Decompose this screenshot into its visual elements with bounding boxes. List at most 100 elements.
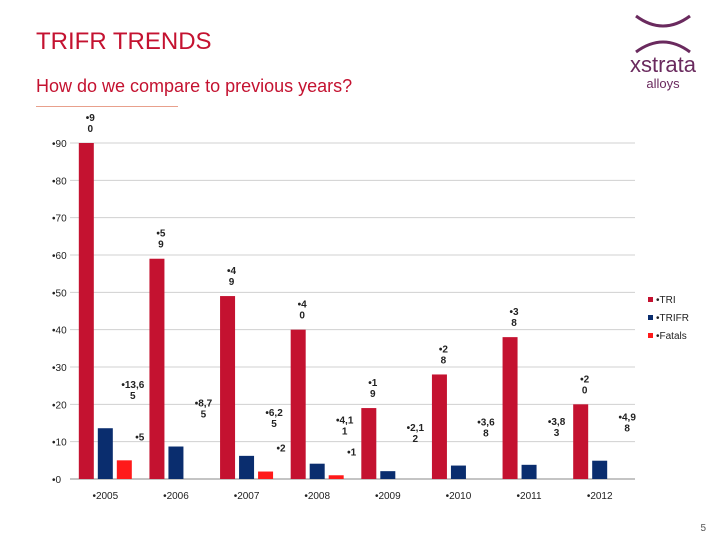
y-tick-label: •20 [52,400,67,411]
bar-trifr-2010 [450,465,466,479]
legend-label-trifr: •TRIFR [656,313,689,324]
data-label-line: •2 [439,344,449,355]
x-tick-label: •2007 [234,491,260,502]
data-label-tri-2006: •5 9 [156,229,166,251]
bar-trifr-2007 [239,455,255,479]
x-tick-label: •2011 [517,491,542,502]
data-label-trifr-2011: •3,8 3 [548,417,566,439]
data-label-line: 2 [413,434,419,445]
page-title: TRIFR TRENDS [36,28,212,55]
data-label-line: •4 [298,300,308,311]
data-label-tri-2007: •4 9 [227,266,237,288]
bar-trifr-2008 [309,463,325,479]
data-label-trifr-2009: •2,1 2 [407,423,425,445]
data-label-line: •3 [510,307,520,318]
data-label-line: 1 [342,427,348,438]
y-tick-label: •40 [52,326,67,337]
bar-tri-2005 [78,143,94,479]
data-label-line: •5 [156,229,166,240]
data-label-line: •5 [135,432,145,443]
data-label-fatals-2005: •5 [135,432,145,443]
bar-tri-2006 [149,258,165,479]
data-label-line: •3,8 [548,417,566,428]
x-tick-label: •2010 [446,491,472,502]
data-label-line: 8 [511,318,517,329]
y-tick-label: •30 [52,363,67,374]
data-label-line: •8,7 [195,399,213,410]
data-label-line: •4 [227,266,237,277]
data-label-tri-2010: •2 8 [439,344,449,366]
data-label-line: 9 [229,277,235,288]
bar-tri-2007 [220,296,236,479]
data-label-line: •4,9 [618,413,636,424]
data-label-line: •4,1 [336,416,354,427]
data-label-line: 5 [130,391,136,402]
data-label-trifr-2008: •4,1 1 [336,416,354,438]
data-label-tri-2008: •4 0 [298,300,308,322]
data-label-trifr-2010: •3,6 8 [477,418,495,440]
legend-swatch-tri [648,297,653,302]
data-label-line: •2 [580,374,590,385]
bar-tri-2010 [431,374,447,479]
legend-swatch-trifr [648,315,653,320]
company-logo: xstrata alloys [628,14,698,96]
bar-trifr-2006 [168,446,184,479]
bar-trifr-2009 [380,471,396,479]
data-label-line: •9 [86,113,96,124]
bar-fatals-2007 [258,471,274,479]
data-label-trifr-2012: •4,9 8 [618,413,636,435]
logo-wordmark: xstrata [629,52,697,77]
data-label-line: •13,6 [121,380,144,391]
data-label-fatals-2008: •1 [347,447,357,458]
data-label-line: 9 [370,389,376,400]
page-number: 5 [700,523,706,534]
data-label-line: •1 [368,378,378,389]
data-label-tri-2009: •1 9 [368,378,378,400]
bar-tri-2008 [290,329,306,479]
data-label-tri-2005: •9 0 [86,113,96,135]
bar-tri-2011 [502,337,518,479]
data-label-line: •6,2 [265,408,283,419]
data-label-fatals-2007: •2 [277,444,287,455]
bar-trifr-2011 [521,464,537,479]
logo-subtitle: alloys [646,76,680,91]
xstrata-x-icon [635,14,691,54]
data-label-line: 5 [201,410,207,421]
bar-trifr-2012 [592,460,608,479]
y-tick-label: •70 [52,214,67,225]
title-underline [36,106,178,107]
page-subtitle: How do we compare to previous years? [36,76,353,96]
data-label-line: 0 [88,124,94,135]
data-label-line: 8 [441,355,447,366]
x-tick-label: •2009 [375,491,401,502]
x-tick-label: •2008 [304,491,330,502]
data-label-line: 3 [554,428,560,439]
data-label-line: 0 [582,385,588,396]
y-tick-label: •0 [52,475,62,486]
x-tick-label: •2005 [92,491,118,502]
data-label-trifr-2006: •8,7 5 [195,399,213,421]
data-label-tri-2012: •2 0 [580,374,590,396]
legend-label-tri: •TRI [656,295,676,306]
data-label-line: 0 [299,311,305,322]
legend-swatch-fatals [648,333,653,338]
data-label-line: 8 [483,429,489,440]
bar-tri-2012 [573,404,589,479]
bar-tri-2009 [361,408,377,479]
y-tick-label: •60 [52,251,67,262]
y-tick-label: •50 [52,288,67,299]
data-label-line: 9 [158,240,164,251]
bar-trifr-2005 [97,428,113,479]
x-tick-label: •2006 [163,491,189,502]
x-tick-label: •2012 [587,491,613,502]
data-label-trifr-2007: •6,2 5 [265,408,283,430]
data-label-line: •2,1 [407,423,425,434]
data-label-line: •3,6 [477,418,495,429]
y-tick-label: •90 [52,139,67,150]
data-label-line: •1 [347,447,357,458]
data-label-trifr-2005: •13,6 5 [121,380,144,402]
legend-label-fatals: •Fatals [656,331,687,342]
bar-fatals-2005 [116,460,132,479]
data-label-line: 8 [624,424,630,435]
